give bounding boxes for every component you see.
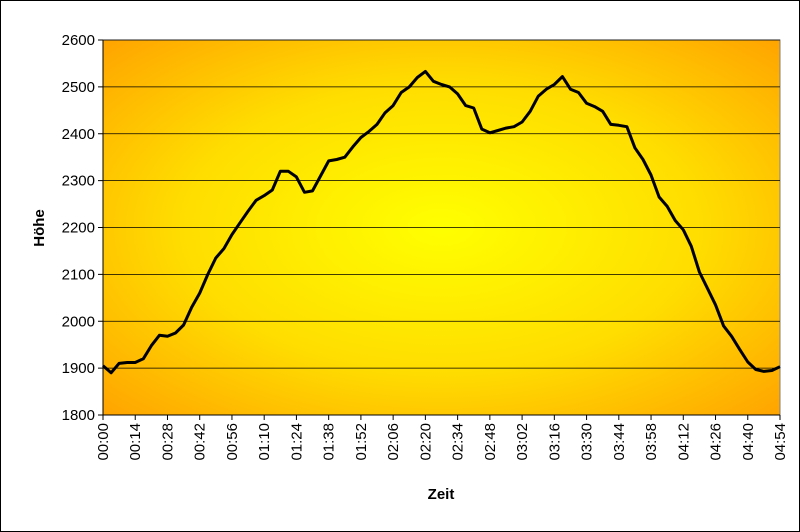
y-tick-label: 2300 xyxy=(62,173,95,190)
x-tick-label: 03:58 xyxy=(643,423,660,461)
x-tick-label: 00:56 xyxy=(224,423,241,461)
x-tick-label: 03:44 xyxy=(611,423,628,461)
y-tick-label: 2200 xyxy=(62,220,95,237)
x-tick-label: 03:30 xyxy=(579,423,596,461)
x-tick-label: 01:10 xyxy=(256,423,273,461)
x-tick-label: 04:12 xyxy=(675,423,692,461)
x-tick-label: 04:40 xyxy=(740,423,757,461)
x-tick-label: 00:00 xyxy=(95,423,112,461)
x-tick-label: 00:28 xyxy=(159,423,176,461)
x-tick-label: 01:24 xyxy=(288,423,305,461)
x-tick-label: 04:54 xyxy=(772,423,789,461)
x-tick-label: 01:52 xyxy=(353,423,370,461)
y-tick-label: 2600 xyxy=(62,32,95,49)
x-tick-label: 03:16 xyxy=(546,423,563,461)
y-tick-label: 2100 xyxy=(62,266,95,283)
y-tick-label: 2500 xyxy=(62,79,95,96)
y-tick-label: 2000 xyxy=(62,313,95,330)
y-axis-title: Höhe xyxy=(31,209,48,247)
x-tick-label: 02:06 xyxy=(385,423,402,461)
x-tick-label: 02:34 xyxy=(450,423,467,461)
y-tick-label: 2400 xyxy=(62,126,95,143)
x-tick-label: 04:26 xyxy=(708,423,725,461)
x-tick-label: 02:20 xyxy=(417,423,434,461)
x-tick-label: 02:48 xyxy=(482,423,499,461)
x-tick-label: 01:38 xyxy=(321,423,338,461)
line-series xyxy=(102,69,781,375)
y-tick-label: 1900 xyxy=(62,360,95,377)
x-tick-label: 00:14 xyxy=(127,423,144,461)
x-tick-label: 03:02 xyxy=(514,423,531,461)
y-tick-label: 1800 xyxy=(62,407,95,424)
x-axis-title: Zeit xyxy=(428,486,455,503)
x-tick-label: 00:42 xyxy=(192,423,209,461)
